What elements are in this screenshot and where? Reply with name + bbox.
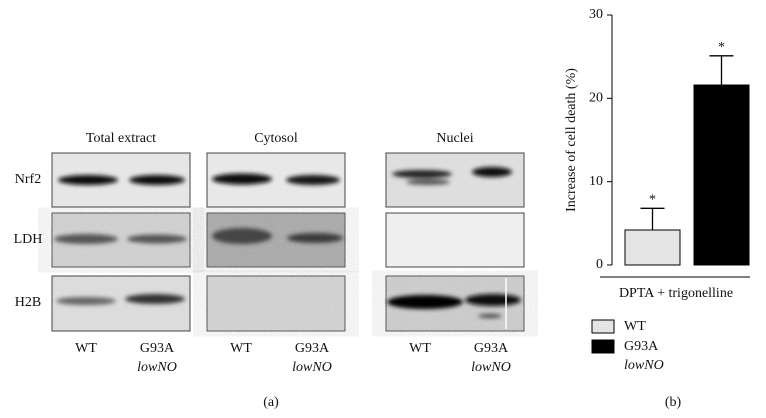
blot xyxy=(385,212,525,268)
bar xyxy=(693,84,750,266)
blot-band xyxy=(127,234,187,244)
blot-band xyxy=(392,170,452,178)
panel-title: Nuclei xyxy=(436,131,473,146)
lane-label: WT xyxy=(409,341,431,356)
blot-band xyxy=(286,175,340,185)
blot-band xyxy=(54,234,118,244)
blot xyxy=(385,152,525,208)
lane-sublabel: lowNO xyxy=(471,360,511,375)
lane-sublabel: lowNO xyxy=(292,360,332,375)
y-tick-label: 20 xyxy=(589,91,603,106)
blot-band xyxy=(406,179,450,185)
panel-label: (b) xyxy=(665,395,682,410)
bar xyxy=(624,229,681,266)
panel-title: Cytosol xyxy=(254,131,298,146)
lane-label: WT xyxy=(230,341,252,356)
row-label: LDH xyxy=(14,232,43,247)
bar-chart: 0 10 20 30 Increase of cell death (%) DPTA + … xyxy=(564,7,750,410)
lane-label: WT xyxy=(75,341,97,356)
legend-swatch xyxy=(591,339,615,354)
blot-band xyxy=(125,294,185,304)
blot-band xyxy=(387,295,463,309)
panel-title: Total extract xyxy=(86,131,156,146)
lane-label: G93A xyxy=(474,341,509,356)
blot-band xyxy=(212,173,272,185)
row-label: H2B xyxy=(15,295,41,310)
legend-label: WT xyxy=(624,319,646,334)
y-tick-label: 10 xyxy=(589,174,603,189)
legend-swatch xyxy=(591,319,615,334)
lane-sublabel: lowNO xyxy=(137,360,177,375)
lane-label: G93A xyxy=(295,341,330,356)
y-tick-label: 30 xyxy=(589,7,603,22)
blot-band xyxy=(56,297,116,305)
significance: * xyxy=(718,40,725,55)
blot-labels: Nrf2 LDH H2B Total extract WT G93A lowNO Cytoso… xyxy=(14,131,511,375)
blot-band xyxy=(472,167,512,177)
blot-bands xyxy=(54,167,521,318)
panel-label: (a) xyxy=(263,395,279,410)
blot-band xyxy=(212,228,272,244)
lane-label: G93A xyxy=(140,341,175,356)
y-axis-label: Increase of cell death (%) xyxy=(564,68,579,212)
legend-label: G93A xyxy=(624,339,659,354)
blot-band xyxy=(58,175,118,185)
blot-band xyxy=(465,294,521,306)
blot-band xyxy=(478,314,502,318)
blot-noise xyxy=(207,276,345,331)
x-axis-label: DPTA + trigonelline xyxy=(619,286,733,301)
significance: * xyxy=(649,193,656,208)
blot-band xyxy=(287,233,343,243)
y-tick-label: 0 xyxy=(596,257,603,272)
legend-sublabel: lowNO xyxy=(624,358,664,373)
row-label: Nrf2 xyxy=(15,172,41,187)
blot-band xyxy=(129,175,185,185)
